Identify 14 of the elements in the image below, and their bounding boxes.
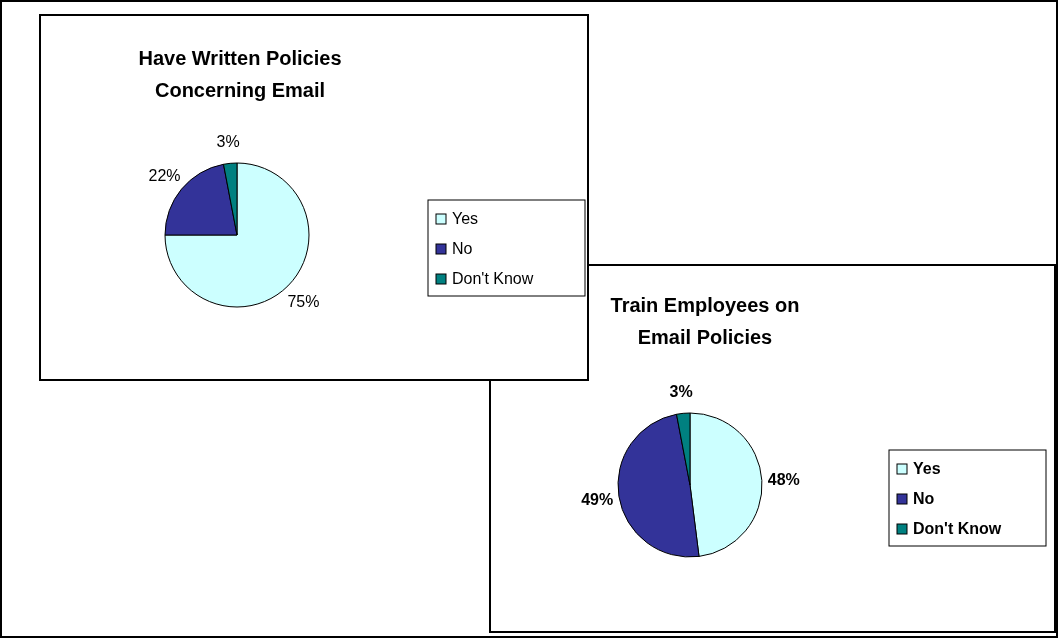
chart-title: Have Written Policies Concerning Email	[138, 47, 342, 101]
data-label: 75%	[287, 293, 320, 311]
legend-label: Yes	[452, 210, 479, 227]
data-label: 48%	[767, 470, 800, 488]
legend-label: Don't Know	[913, 520, 1002, 537]
data-label: 22%	[148, 166, 181, 184]
legend-label: Don't Know	[452, 270, 534, 287]
chart-title: Train Employees on Email Policies	[610, 294, 800, 348]
data-label: 49%	[581, 491, 614, 509]
legend-label: No	[452, 240, 473, 257]
data-label: 3%	[669, 383, 693, 401]
legend-label: No	[913, 490, 935, 507]
legend-label: Yes	[913, 460, 941, 477]
data-label: 3%	[216, 133, 240, 151]
